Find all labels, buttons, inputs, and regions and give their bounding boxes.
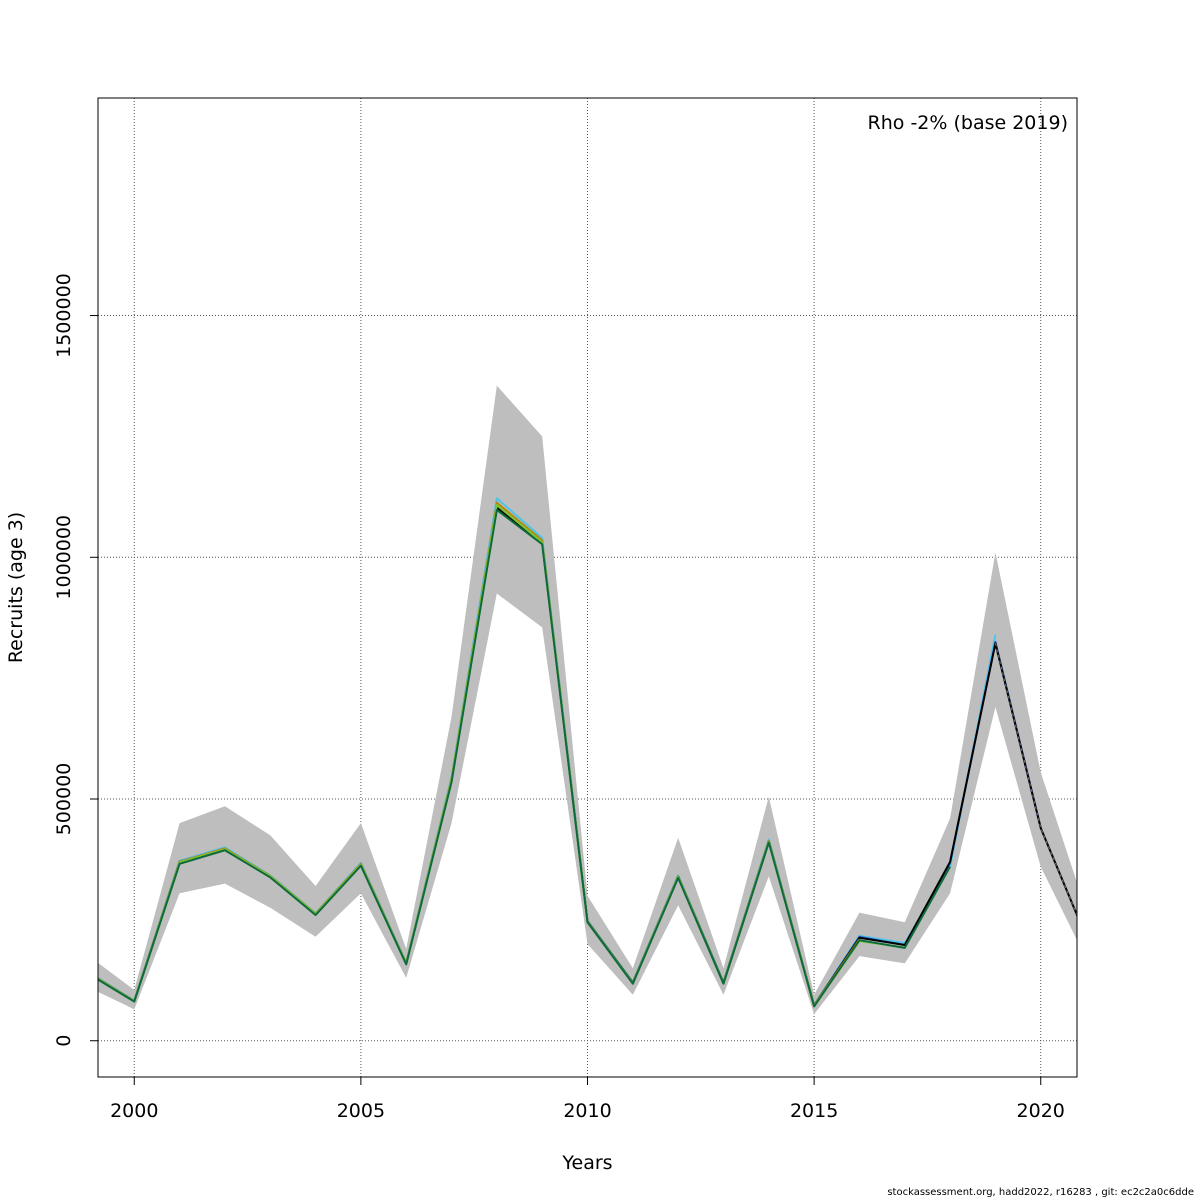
confidence-band-layer: [98, 385, 1077, 1015]
footer-credit: stockassessment.org, hadd2022, r16283 , …: [887, 1187, 1194, 1198]
grid-lines: [98, 98, 1077, 1077]
y-tick-label-2: 1000000: [53, 515, 75, 600]
axis-ticks: 2000 2005 2010 2015 2020 0 500000 1000000 150000…: [53, 273, 1065, 1122]
rho-annotation: Rho -2% (base 2019): [868, 112, 1068, 134]
y-tick-label-0: 0: [53, 1035, 75, 1047]
y-axis-label: Recruits (age 3): [5, 512, 27, 663]
y-tick-label-1: 500000: [53, 763, 75, 836]
x-tick-label-4: 2020: [1017, 1100, 1065, 1122]
x-tick-label-0: 2000: [110, 1100, 158, 1122]
x-tick-label-1: 2005: [337, 1100, 385, 1122]
confidence-band: [98, 385, 1077, 1015]
x-tick-label-3: 2015: [790, 1100, 838, 1122]
series-line-peel-3: [98, 508, 951, 1008]
series-layer: [98, 497, 1077, 1008]
y-tick-label-3: 1500000: [53, 273, 75, 358]
x-axis-label: Years: [561, 1152, 612, 1174]
x-tick-label-2: 2010: [563, 1100, 611, 1122]
